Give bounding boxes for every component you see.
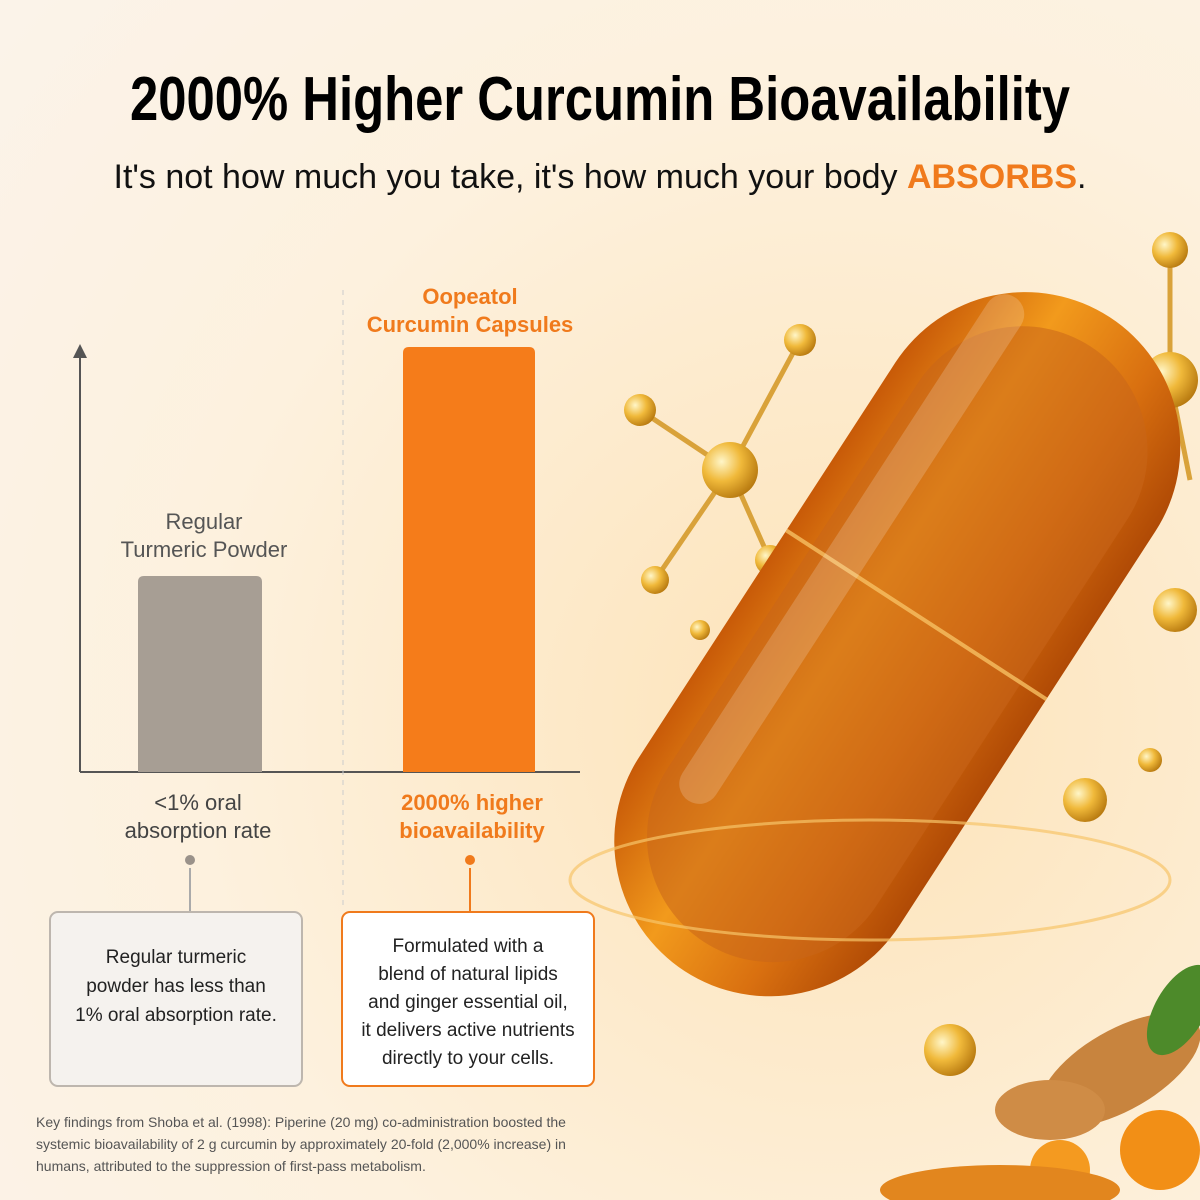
bar-label: Turmeric Powder (121, 537, 288, 562)
subtitle-end: . (1077, 158, 1086, 196)
capsule (614, 292, 1181, 997)
note-text: 1% oral absorption rate. (75, 1005, 277, 1026)
bar-caption: absorption rate (125, 818, 272, 843)
note-text: powder has less than (86, 976, 266, 997)
footnote: humans, attributed to the suppression of… (36, 1158, 426, 1174)
subtitle-emphasis: ABSORBS (907, 158, 1077, 196)
note-box (49, 911, 303, 1087)
bar-label: Oopeatol (422, 284, 517, 309)
turmeric-decor (880, 964, 1200, 1200)
note-text: it delivers active nutrients (361, 1020, 574, 1041)
note-box (341, 911, 595, 1087)
bar-label: Regular (165, 509, 242, 534)
molecule-decor (624, 232, 1198, 1076)
bar-label: Curcumin Capsules (367, 312, 574, 337)
note-text: Formulated with a (392, 936, 543, 957)
subtitle: It's not how much you take, it's how muc… (114, 158, 1087, 196)
labels: Regular Turmeric Powder Oopeatol Curcumin C… (36, 284, 575, 1174)
note-text: directly to your cells. (382, 1048, 554, 1069)
bar-caption: 2000% higher (401, 790, 543, 815)
bar-caption: <1% oral (154, 790, 241, 815)
footnote: Key findings from Shoba et al. (1998): P… (36, 1114, 566, 1130)
bar (403, 347, 535, 772)
note-text: and ginger essential oil, (368, 992, 568, 1013)
axis-arrow (73, 344, 87, 358)
title: 2000% Higher Curcumin Bioavailability (130, 65, 1070, 134)
note-text: Regular turmeric (106, 947, 246, 968)
comparison-chart (49, 290, 595, 1087)
bar-caption: bioavailability (399, 818, 545, 843)
subtitle-text: It's not how much you take, it's how muc… (114, 158, 907, 196)
connector-dot (465, 855, 475, 865)
footnote: systemic bioavailability of 2 g curcumin… (36, 1136, 566, 1152)
bar (138, 576, 262, 772)
connector-dot (185, 855, 195, 865)
note-text: blend of natural lipids (378, 964, 558, 985)
swirl (568, 818, 1172, 942)
